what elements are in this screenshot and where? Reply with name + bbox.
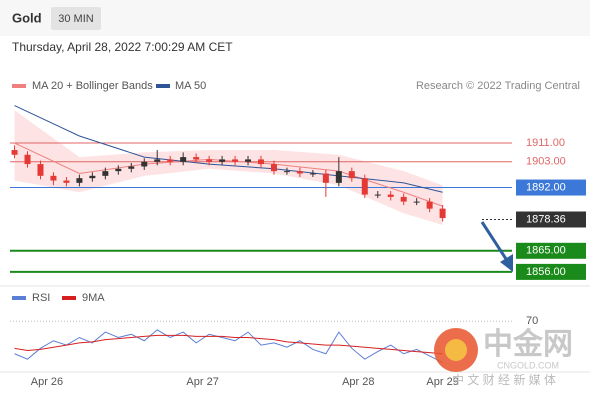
legend-label: MA 20 + Bollinger Bands xyxy=(32,80,153,92)
candle-body xyxy=(426,201,433,209)
level-label: 1892.00 xyxy=(526,181,566,193)
ma20-line xyxy=(14,142,443,207)
candle-body xyxy=(335,171,342,183)
candle-body xyxy=(193,157,200,160)
candle-body xyxy=(89,175,96,179)
x-tick-label: Apr 28 xyxy=(342,376,374,388)
chart-title: Gold xyxy=(12,10,42,25)
candle-body xyxy=(348,171,355,179)
ma50-line xyxy=(14,105,443,193)
candle-body xyxy=(128,166,135,169)
subtitle: Thursday, April 28, 2022 7:00:29 AM CET xyxy=(12,40,233,54)
candle-body xyxy=(296,171,303,174)
candle-body xyxy=(206,159,213,162)
level-label-box xyxy=(516,211,586,228)
x-tick-label: Apr 26 xyxy=(31,376,63,388)
legend-swatch xyxy=(156,84,170,88)
level-label: 1856.00 xyxy=(526,266,566,278)
rsi-line xyxy=(14,334,443,355)
legend-swatch xyxy=(62,296,76,300)
legend-label: MA 50 xyxy=(175,80,206,92)
candle-body xyxy=(413,201,420,203)
timeframe-button[interactable] xyxy=(51,7,101,30)
plot-area: Apr 26 Apr 27 Apr 28 Apr 29 1911.00 1903.00 18… xyxy=(10,105,586,388)
candle-body xyxy=(322,173,329,183)
watermark-slogan: 中 文 财 经 新 媒 体 xyxy=(452,372,556,387)
candle-body xyxy=(439,208,446,218)
timeframe-label[interactable]: 30 MIN xyxy=(58,13,94,25)
legend-label: 9MA xyxy=(82,292,105,304)
candle-body xyxy=(232,159,239,162)
level-label: 1878.36 xyxy=(526,213,566,225)
candle-body xyxy=(24,154,31,165)
candle-body xyxy=(11,150,18,155)
x-tick-label: Apr 29 xyxy=(426,376,458,388)
candle-body xyxy=(400,196,407,202)
y-tick-label: 70 xyxy=(526,315,538,327)
watermark-brand: 中金网 xyxy=(483,327,573,361)
candle-body xyxy=(115,168,122,172)
level-label-box xyxy=(516,242,586,259)
candle-body xyxy=(167,159,174,162)
level-label-box xyxy=(516,179,586,196)
candle-body xyxy=(361,178,368,195)
candle-body xyxy=(258,159,264,165)
level-label: 1865.00 xyxy=(526,245,566,257)
candle-body xyxy=(76,178,83,183)
forecast-arrow-head xyxy=(500,254,513,272)
candle-body xyxy=(245,159,252,162)
legend-swatch xyxy=(12,296,26,300)
level-label-box xyxy=(516,263,586,280)
watermark-site: CNGOLD.COM xyxy=(497,360,559,370)
candle-body xyxy=(154,159,161,162)
candle-body xyxy=(141,161,148,167)
legend-swatch xyxy=(12,84,26,88)
level-label: 1903.00 xyxy=(526,156,566,168)
source: Research © 2022 Trading Central xyxy=(416,80,580,92)
candle-body xyxy=(63,180,70,183)
rsi-line xyxy=(14,329,443,363)
x-tick-label: Apr 27 xyxy=(186,376,218,388)
candle-body xyxy=(270,164,277,172)
watermark-logo xyxy=(445,339,467,361)
candle-body xyxy=(387,194,394,197)
candle-body xyxy=(50,175,57,181)
candle-body xyxy=(283,171,290,173)
level-label: 1911.00 xyxy=(526,137,565,149)
candle-body xyxy=(180,157,187,162)
forecast-arrow xyxy=(480,221,510,263)
legend-label: RSI xyxy=(32,292,50,304)
candle-body xyxy=(37,164,44,176)
candle-body xyxy=(102,171,109,176)
candle-body xyxy=(219,159,226,162)
bollinger-band xyxy=(14,110,443,226)
candle-body xyxy=(374,194,381,196)
candle-body xyxy=(309,173,316,175)
